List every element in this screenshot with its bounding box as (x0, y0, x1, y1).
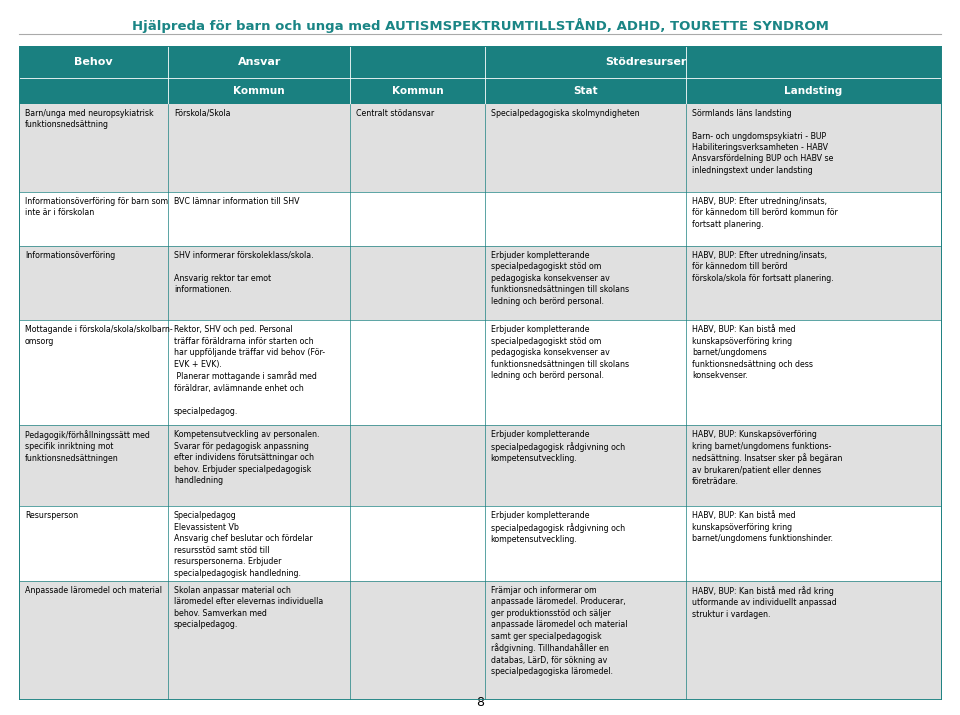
Text: HABV, BUP: Kan bistå med
kunskapsöverföring kring
barnet/ungdomens funktionshind: HABV, BUP: Kan bistå med kunskapsöverför… (692, 511, 833, 543)
FancyBboxPatch shape (19, 506, 941, 581)
Text: Landsting: Landsting (784, 86, 843, 96)
Text: Centralt stödansvar: Centralt stödansvar (356, 109, 434, 118)
Text: Kommun: Kommun (233, 86, 285, 96)
Text: HABV, BUP: Efter utredning/insats,
för kännedom till berörd
förskola/skola för f: HABV, BUP: Efter utredning/insats, för k… (692, 251, 834, 282)
Text: BVC lämnar information till SHV: BVC lämnar information till SHV (174, 197, 300, 206)
Text: Stat: Stat (573, 86, 598, 96)
FancyBboxPatch shape (19, 192, 941, 246)
FancyBboxPatch shape (19, 320, 941, 425)
FancyBboxPatch shape (19, 425, 941, 506)
Text: HABV, BUP: Efter utredning/insats,
för kännedom till berörd kommun för
fortsatt : HABV, BUP: Efter utredning/insats, för k… (692, 197, 838, 229)
Text: Främjar och informerar om
anpassade läromedel. Producerar,
ger produktionsstöd o: Främjar och informerar om anpassade läro… (491, 586, 627, 676)
Text: Stödresurser: Stödresurser (605, 57, 686, 67)
Text: Sörmlands läns landsting

Barn- och ungdomspsykiatri - BUP
Habiliteringsverksamh: Sörmlands läns landsting Barn- och ungdo… (692, 109, 833, 175)
Text: Erbjuder kompletterande
specialpedagogisk rådgivning och
kompetensutveckling.: Erbjuder kompletterande specialpedagogis… (491, 511, 625, 544)
Text: Behov: Behov (74, 57, 113, 67)
Text: Resursperson: Resursperson (25, 511, 78, 521)
Text: Erbjuder kompletterande
specialpedagogiskt stöd om
pedagogiska konsekvenser av
f: Erbjuder kompletterande specialpedagogis… (491, 325, 629, 380)
Text: HABV, BUP: Kan bistå med
kunskapsöverföring kring
barnet/ungdomens
funktionsneds: HABV, BUP: Kan bistå med kunskapsöverför… (692, 325, 813, 380)
Text: Kompetensutveckling av personalen.
Svarar för pedagogisk anpassning
efter indivi: Kompetensutveckling av personalen. Svara… (174, 430, 320, 485)
Text: Hjälpreda för barn och unga med AUTISMSPEKTRUMTILLSTÅND, ADHD, TOURETTE SYNDROM: Hjälpreda för barn och unga med AUTISMSP… (132, 18, 828, 33)
Text: Informationsöverföring: Informationsöverföring (25, 251, 115, 260)
Text: Specialpedagog
Elevassistent Vb
Ansvarig chef beslutar och fördelar
resursstöd s: Specialpedagog Elevassistent Vb Ansvarig… (174, 511, 312, 578)
Text: HABV, BUP: Kunskapsöverföring
kring barnet/ungdomens funktions-
nedsättning. Ins: HABV, BUP: Kunskapsöverföring kring barn… (692, 430, 843, 486)
Text: 8: 8 (476, 696, 484, 709)
Text: Ansvar: Ansvar (237, 57, 281, 67)
Text: Förskola/Skola: Förskola/Skola (174, 109, 230, 118)
Text: SHV informerar förskoleklass/skola.

Ansvarig rektor tar emot
informationen.: SHV informerar förskoleklass/skola. Ansv… (174, 251, 313, 294)
FancyBboxPatch shape (19, 104, 941, 192)
Text: Pedagogik/förhållningssätt med
specifik inriktning mot
funktionsnedsättningen: Pedagogik/förhållningssätt med specifik … (25, 430, 150, 463)
Text: Skolan anpassar material och
läromedel efter elevernas individuella
behov. Samve: Skolan anpassar material och läromedel e… (174, 586, 323, 629)
FancyBboxPatch shape (19, 581, 941, 699)
Text: Erbjuder kompletterande
specialpedagogisk rådgivning och
kompetensutveckling.: Erbjuder kompletterande specialpedagogis… (491, 430, 625, 463)
Text: Erbjuder kompletterande
specialpedagogiskt stöd om
pedagogiska konsekvenser av
f: Erbjuder kompletterande specialpedagogis… (491, 251, 629, 305)
Text: Barn/unga med neuropsykiatrisk
funktionsnedsättning: Barn/unga med neuropsykiatrisk funktions… (25, 109, 154, 129)
Text: Mottagande i förskola/skola/skolbarn-
omsorg: Mottagande i förskola/skola/skolbarn- om… (25, 325, 173, 346)
Text: HABV, BUP: Kan bistå med råd kring
utformande av individuellt anpassad
struktur : HABV, BUP: Kan bistå med råd kring utfor… (692, 586, 837, 618)
Text: Kommun: Kommun (392, 86, 444, 96)
FancyBboxPatch shape (19, 46, 941, 104)
Text: Rektor, SHV och ped. Personal
träffar föräldrarna inför starten och
har uppfölja: Rektor, SHV och ped. Personal träffar fö… (174, 325, 324, 415)
Text: Specialpedagogiska skolmyndigheten: Specialpedagogiska skolmyndigheten (491, 109, 639, 118)
Text: Informationsöverföring för barn som
inte är i förskolan: Informationsöverföring för barn som inte… (25, 197, 168, 217)
FancyBboxPatch shape (19, 246, 941, 320)
Text: Anpassade läromedel och material: Anpassade läromedel och material (25, 586, 162, 595)
